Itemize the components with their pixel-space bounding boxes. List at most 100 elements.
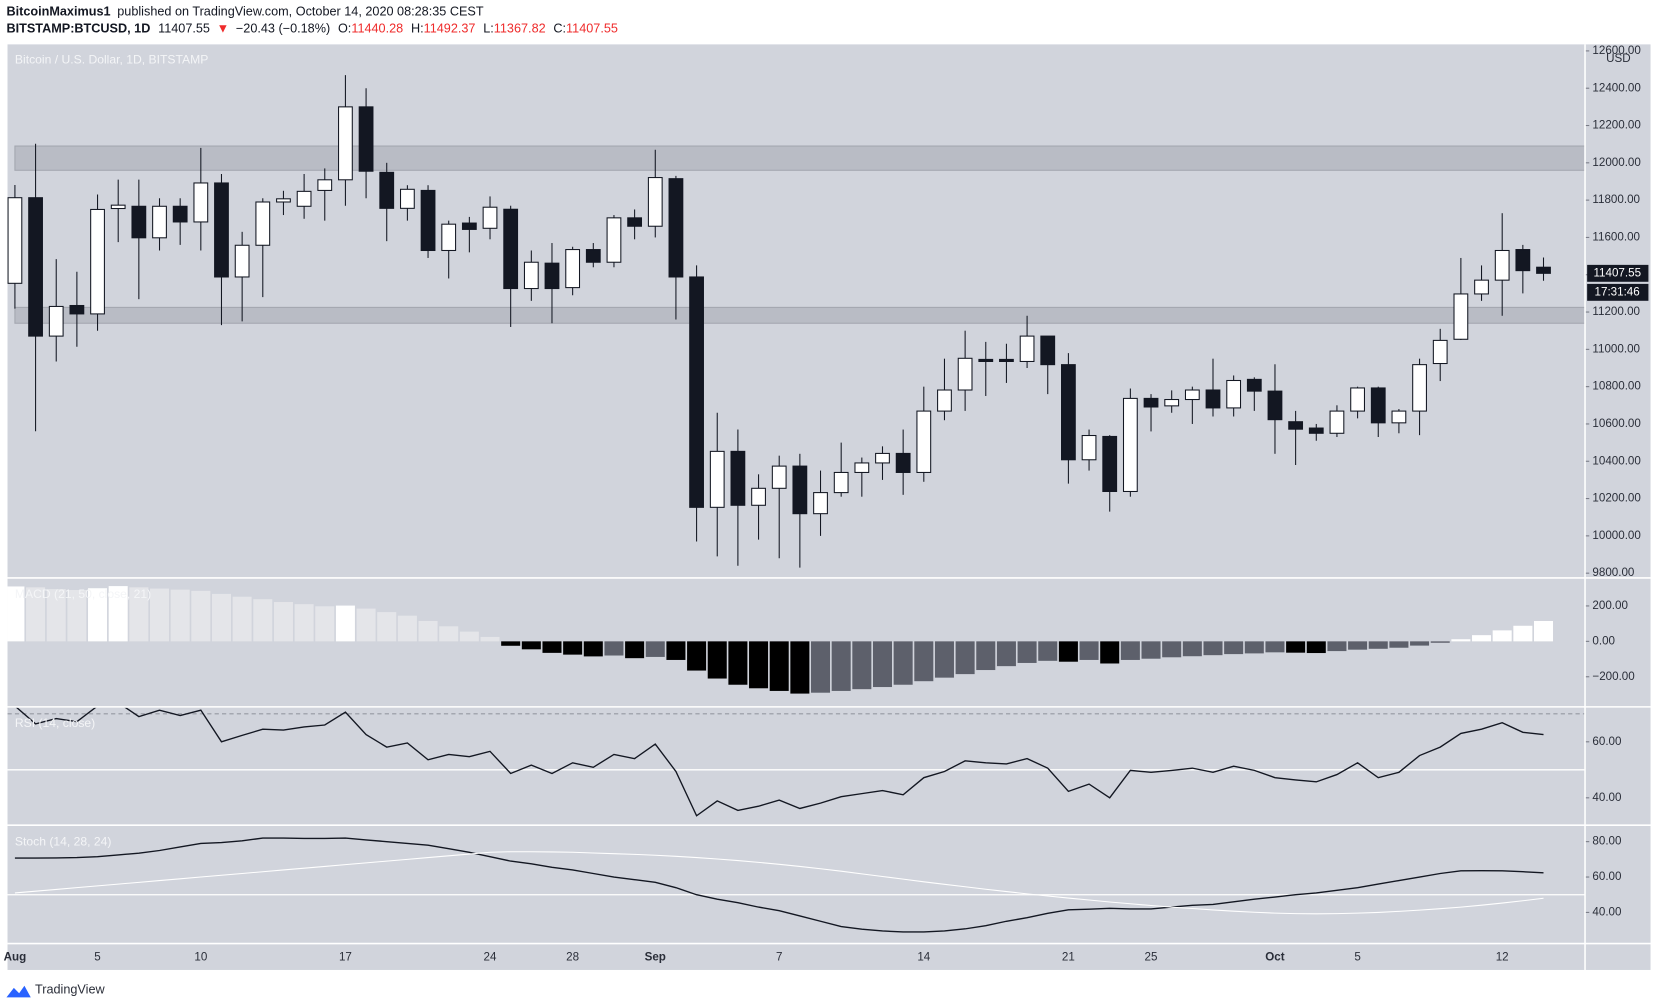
candle-body (255, 201, 271, 246)
tradingview-logo: TradingView (6, 982, 105, 998)
histogram-bar (397, 615, 417, 642)
high-label: H: (411, 22, 424, 36)
countdown-box (1587, 283, 1649, 301)
candle-body (193, 182, 209, 223)
histogram-bar (996, 641, 1016, 667)
histogram-bar (418, 620, 438, 642)
y-tick-label: 0.00 (1592, 634, 1615, 647)
panel (7, 707, 1586, 817)
histogram-bar (191, 590, 211, 642)
histogram-bar (934, 641, 954, 678)
change: −20.43 (−0.18%) (236, 22, 330, 36)
candle-body (379, 171, 395, 209)
histogram-bar (129, 587, 149, 642)
histogram-bar (46, 589, 66, 642)
histogram-bar (872, 641, 893, 688)
histogram-bar (335, 605, 355, 642)
y-tick-label: 12000.00 (1592, 156, 1640, 169)
candle-body (482, 206, 498, 229)
histogram-bar (1410, 641, 1430, 646)
histogram-bar (1368, 641, 1388, 649)
histogram-bar (604, 641, 624, 656)
candle-body (833, 471, 849, 494)
candle-body (317, 179, 333, 191)
candle-body (441, 223, 457, 252)
histogram-bar (542, 641, 562, 653)
indicator-line (14, 851, 1544, 915)
candle-body (957, 357, 973, 391)
panel (7, 75, 1586, 568)
x-tick-label: 17 (339, 950, 352, 963)
quote-line: BITSTAMP:BTCUSD, 1D 11407.55 ▼ −20.43 (−… (6, 22, 617, 36)
histogram-bar (769, 641, 789, 691)
histogram-bar (955, 641, 975, 675)
candle-body (358, 106, 374, 172)
histogram-bar (831, 641, 851, 691)
candle-body (90, 208, 105, 315)
histogram-bar (232, 596, 252, 642)
histogram-bar (501, 641, 521, 646)
histogram-bar (1224, 641, 1244, 655)
y-tick-label: 60.00 (1592, 870, 1621, 883)
y-tick-label: 80.00 (1592, 835, 1621, 848)
candle-body (544, 262, 560, 290)
histogram-bar (625, 641, 645, 659)
publish-line: BitcoinMaximus1 published on TradingView… (6, 5, 483, 19)
candle-body (751, 487, 766, 506)
author: BitcoinMaximus1 (6, 5, 110, 19)
histogram-bar (459, 631, 479, 642)
histogram-bar (687, 641, 707, 671)
histogram-bar (1348, 641, 1368, 650)
histogram-bar (1306, 641, 1326, 654)
y-tick-label: 40.00 (1592, 905, 1621, 918)
change-arrow: ▼ (217, 22, 230, 36)
histogram-bar (108, 586, 128, 642)
candle-body (1102, 435, 1118, 493)
histogram-bar (583, 641, 603, 657)
y-tick-label: 12600.00 (1592, 44, 1640, 57)
histogram-bar (253, 599, 273, 642)
histogram-bar (976, 641, 996, 671)
candle-body (606, 217, 622, 263)
candle-body (1143, 397, 1159, 408)
candle-body (709, 450, 725, 508)
histogram-bar (1327, 641, 1347, 652)
x-tick-label: 12 (1496, 950, 1509, 963)
histogram-bar (521, 641, 541, 650)
x-tick-label: 14 (917, 950, 930, 963)
candle-body (1164, 398, 1180, 407)
open-value: 11440.28 (351, 22, 403, 36)
candle-body (875, 452, 890, 464)
candle-body (131, 205, 147, 239)
histogram-bar (273, 602, 293, 642)
histogram-bar (1513, 625, 1533, 642)
histogram-bar (294, 604, 314, 642)
candle-body (110, 204, 126, 210)
candle-body (523, 261, 539, 290)
histogram-bar (315, 606, 335, 642)
candle-body (7, 197, 23, 284)
x-tick-label: 10 (194, 950, 207, 963)
candle-body (647, 177, 663, 227)
candle-body (214, 182, 229, 278)
candle-body (1536, 266, 1551, 274)
candle-body (565, 249, 581, 289)
candle-body (813, 492, 828, 515)
panel (7, 586, 1554, 694)
low-value: 11367.82 (494, 22, 546, 36)
candle-body (627, 217, 643, 227)
x-tick-label: Sep (645, 950, 666, 963)
histogram-bar (150, 588, 170, 642)
y-tick-label: 60.00 (1592, 735, 1621, 748)
histogram-bar (7, 586, 25, 642)
candle-body (585, 249, 601, 263)
histogram-bar (1265, 641, 1285, 653)
x-tick-label: 21 (1062, 950, 1075, 963)
close-label: C: (553, 22, 566, 36)
histogram-bar (1389, 641, 1409, 648)
histogram-bar (480, 636, 500, 642)
y-tick-label: 10600.00 (1592, 417, 1640, 430)
published: published on TradingView.com, October 14… (117, 5, 484, 19)
y-tick-label: 9800.00 (1592, 566, 1634, 579)
indicator-line (16, 707, 1544, 817)
